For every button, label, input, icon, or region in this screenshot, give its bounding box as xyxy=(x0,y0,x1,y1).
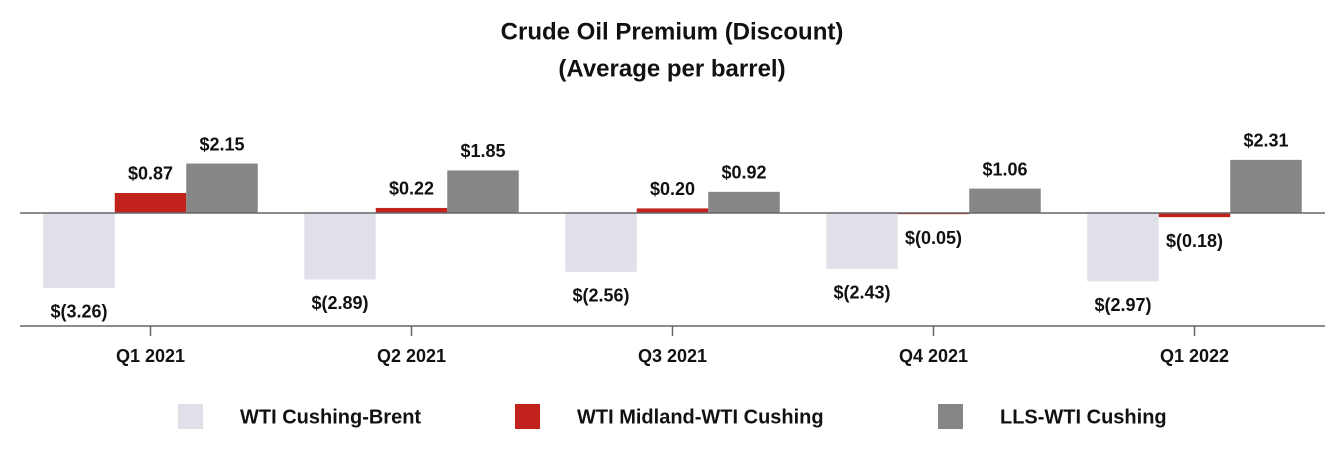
legend-label: LLS-WTI Cushing xyxy=(1000,406,1167,428)
x-tick-label: Q1 2021 xyxy=(116,346,185,366)
value-label: $1.85 xyxy=(460,141,505,161)
bar xyxy=(186,163,258,213)
value-label: $(2.43) xyxy=(833,283,890,303)
x-tick-label: Q1 2022 xyxy=(1160,346,1229,366)
legend-label: WTI Midland-WTI Cushing xyxy=(577,406,824,428)
value-label: $0.20 xyxy=(650,179,695,199)
value-label: $(0.05) xyxy=(905,228,962,248)
value-label: $(2.56) xyxy=(572,286,629,306)
bar xyxy=(1087,213,1159,282)
value-label: $2.15 xyxy=(199,134,244,154)
x-tick-label: Q4 2021 xyxy=(899,346,968,366)
legend-label: WTI Cushing-Brent xyxy=(240,406,421,428)
x-tick-label: Q3 2021 xyxy=(638,346,707,366)
bar xyxy=(43,213,115,288)
legend-swatch xyxy=(178,404,203,429)
value-label: $0.22 xyxy=(389,179,434,199)
bar xyxy=(1158,213,1231,218)
value-label: $1.06 xyxy=(982,159,1027,179)
bar xyxy=(304,213,376,280)
value-label: $(3.26) xyxy=(50,302,107,322)
legend-swatch xyxy=(938,404,963,429)
x-tick-label: Q2 2021 xyxy=(377,346,446,366)
chart-title: Crude Oil Premium (Discount) xyxy=(501,18,844,45)
value-label: $2.31 xyxy=(1243,131,1288,151)
value-label: $0.92 xyxy=(721,163,766,183)
bar xyxy=(969,188,1041,213)
value-label: $(2.89) xyxy=(311,293,368,313)
value-label: $(0.18) xyxy=(1166,231,1223,251)
value-label: $(2.97) xyxy=(1094,295,1151,315)
bar xyxy=(565,213,637,272)
bar xyxy=(1230,159,1302,213)
bar xyxy=(826,213,898,269)
bar xyxy=(375,207,448,213)
legend-swatch xyxy=(515,404,540,429)
value-label: $0.87 xyxy=(128,164,173,184)
bar xyxy=(447,170,519,213)
chart-subtitle: (Average per barrel) xyxy=(558,55,785,82)
bar xyxy=(114,192,187,213)
bar xyxy=(636,208,709,213)
bar xyxy=(708,191,780,213)
